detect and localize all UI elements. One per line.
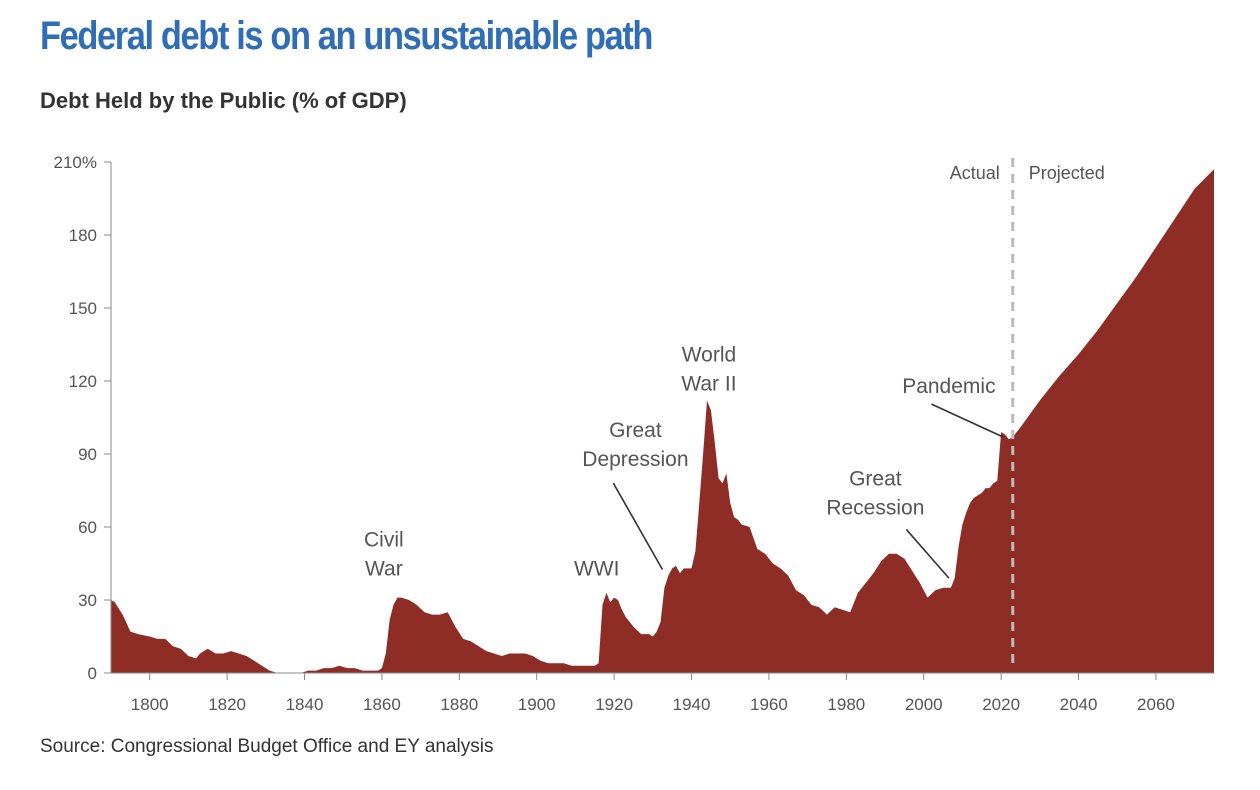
pandemic-label: Pandemic [902, 375, 995, 398]
pandemic-pointer [931, 403, 1004, 438]
x-tick-label: 1860 [363, 695, 401, 714]
y-tick-label: 0 [88, 664, 97, 683]
x-tick-label: 1840 [286, 695, 324, 714]
great-depression-label: Great [609, 419, 662, 442]
great-recession-label: Great [849, 468, 902, 491]
y-tick-label: 60 [78, 518, 97, 537]
source-note: Source: Congressional Budget Office and … [40, 736, 494, 757]
x-tick-label: 1920 [595, 695, 633, 714]
projected-label: Projected [1029, 163, 1105, 183]
great-depression-pointer [612, 482, 664, 570]
x-tick-label: 1900 [518, 695, 556, 714]
great-recession-pointer [905, 528, 950, 579]
civil-war-label: Civil [364, 528, 404, 551]
actual-label: Actual [950, 163, 1000, 183]
great-recession-label: Recession [826, 497, 924, 520]
debt-area [111, 169, 1214, 674]
chart-subtitle: Debt Held by the Public (% of GDP) [40, 88, 407, 113]
x-tick-label: 1800 [131, 695, 169, 714]
x-tick-label: 1960 [750, 695, 788, 714]
wwi-label: WWI [574, 558, 619, 581]
y-tick-label: 180 [69, 226, 97, 245]
world-war-ii-label: War II [681, 373, 736, 396]
y-tick-label: 30 [78, 591, 97, 610]
x-tick-label: 2000 [905, 695, 943, 714]
great-depression-label: Depression [582, 448, 688, 471]
civil-war-label: War [365, 557, 403, 580]
world-war-ii-label: World [682, 344, 736, 367]
y-tick-label: 120 [69, 372, 97, 391]
x-tick-label: 2020 [982, 695, 1020, 714]
x-tick-label: 1980 [827, 695, 865, 714]
y-tick-label: 210% [54, 153, 97, 172]
x-tick-label: 2060 [1137, 695, 1175, 714]
x-tick-label: 1940 [673, 695, 711, 714]
chart-title: Federal debt is on an unsustainable path [40, 14, 653, 58]
x-tick-label: 1880 [440, 695, 478, 714]
x-tick-label: 1820 [208, 695, 246, 714]
y-tick-label: 90 [78, 445, 97, 464]
x-tick-label: 2040 [1060, 695, 1098, 714]
y-tick-label: 150 [69, 299, 97, 318]
